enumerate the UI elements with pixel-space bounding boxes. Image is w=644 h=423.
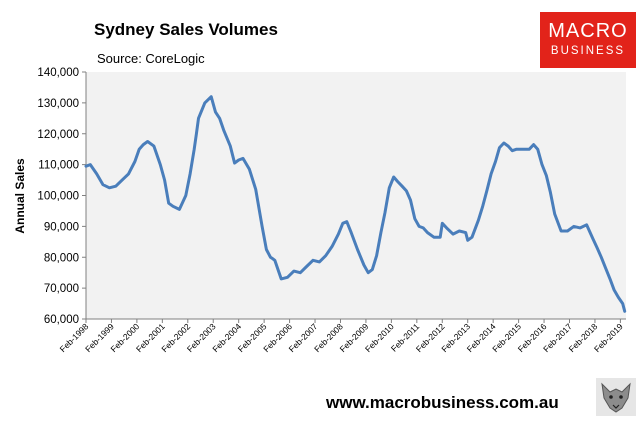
macrobusiness-logo: MACRO BUSINESS: [540, 12, 636, 68]
plot-area: [86, 72, 626, 319]
y-tick-label: 120,000: [37, 129, 79, 141]
website-url: www.macrobusiness.com.au: [326, 393, 559, 412]
y-tick-label: 60,000: [44, 314, 79, 326]
y-axis: 60,000 70,000 80,000 90,000 100,000 110,000 12…: [37, 67, 87, 326]
chart-source: Source: CoreLogic: [97, 51, 205, 66]
logo-line-1: MACRO: [548, 20, 628, 42]
y-tick-label: 140,000: [37, 67, 79, 79]
y-tick-label: 130,000: [37, 98, 79, 110]
y-tick-label: 110,000: [38, 160, 79, 172]
y-tick-label: 90,000: [44, 221, 79, 233]
y-tick-label: 80,000: [44, 252, 79, 264]
y-tick-label: 100,000: [37, 191, 79, 203]
x-axis: Feb-1998Feb-1999Feb-2000Feb-2001Feb-2002…: [58, 318, 626, 354]
y-axis-label: Annual Sales: [13, 158, 27, 234]
wolf-mascot-icon: [596, 378, 636, 416]
chart-title: Sydney Sales Volumes: [94, 20, 278, 39]
logo-line-2: BUSINESS: [550, 45, 626, 57]
series-line: [84, 95, 627, 313]
y-tick-label: 70,000: [44, 283, 79, 295]
